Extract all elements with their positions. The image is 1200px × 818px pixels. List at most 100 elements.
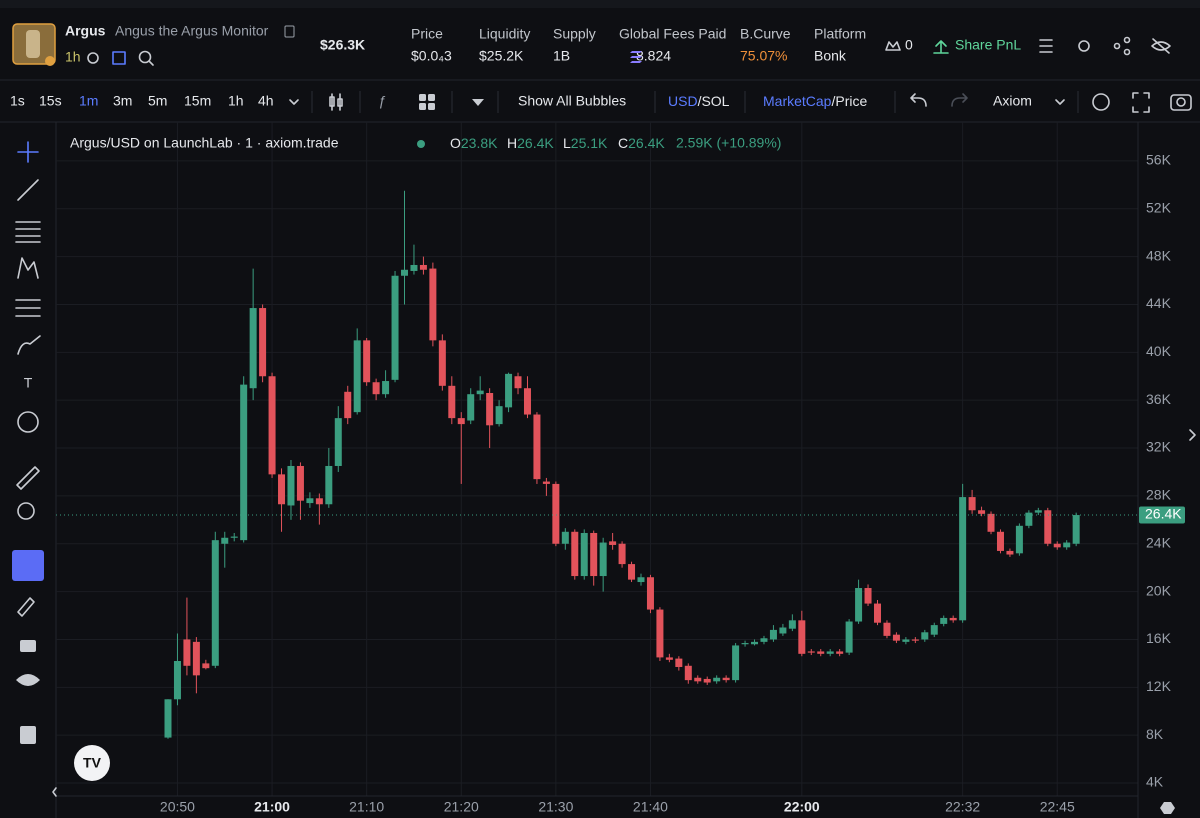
copy-icon[interactable] [284,25,295,38]
scroll-left[interactable] [52,787,57,797]
projection-tool[interactable] [15,299,41,317]
delete-tool[interactable] [20,726,36,744]
zoom-tool[interactable] [17,502,35,520]
candle-body [268,376,276,475]
y-tick-label: 44K [1146,295,1172,311]
brush-tool[interactable] [17,335,41,355]
y-tick-label: 4K [1146,774,1164,790]
candle-body [211,540,219,666]
source[interactable]: Axiom [993,93,1032,109]
chart: 4K 8K 12K 16K 20K 24K 28K 32K 36K 40K 44K 48K 52K 56K… [56,122,1185,815]
candle-body [713,677,721,682]
pattern-tool[interactable] [17,257,39,279]
ruler-tool[interactable] [16,466,40,490]
candle-body [656,609,664,658]
ohlc-value: 23.8K [461,135,498,151]
currency-toggle[interactable]: USD/SOL [668,93,730,109]
candle-body [372,382,380,395]
currency-usd[interactable]: USD [668,93,698,109]
candle-body [684,665,692,681]
candle-body [864,588,872,604]
y-tick-label: 12K [1146,678,1172,694]
text-tool[interactable]: T [24,375,33,391]
list-icon[interactable] [1039,39,1053,53]
x-tick-label: 21:30 [538,799,573,815]
watchers: 0 [905,37,913,53]
token-symbol: Argus [65,23,106,39]
tradingview-logo[interactable] [74,745,110,781]
chart-settings-icon[interactable] [1092,93,1110,111]
y-tick-label: 32K [1146,439,1172,455]
show-bubbles[interactable]: Show All Bubbles [518,93,626,109]
dropdown-icon[interactable] [472,99,484,106]
stat-value: Bonk [814,48,847,64]
crown-icon[interactable] [885,41,901,51]
unlock-tool[interactable] [20,640,36,652]
ohlc-key: H [507,135,517,151]
fib-tool[interactable] [15,221,41,243]
interval[interactable]: 1s [10,93,25,109]
stat-value: 1B [553,48,570,64]
interval-chevron[interactable] [289,99,299,105]
trendline-tool[interactable] [17,179,39,201]
candle-body [996,531,1004,551]
lock-drawing-tool[interactable] [17,597,35,617]
y-tick-label: 56K [1146,152,1172,168]
last-price-box [1139,506,1185,524]
candle-body [382,381,390,395]
interval[interactable]: 5m [148,93,167,109]
settings-hex[interactable] [1160,802,1175,814]
candle-body [845,621,853,653]
interval[interactable]: 15m [184,93,211,109]
candle-body [665,657,673,660]
stats: Price $0.0₄3 Liquidity $25.2K Supply 1B Global… [411,26,866,64]
interval[interactable]: 15s [39,93,62,109]
expand-right[interactable] [1189,429,1196,441]
candle-body [590,532,598,577]
layout-icon[interactable] [419,94,426,101]
source-chevron[interactable] [1055,99,1065,105]
emoji-tool[interactable] [17,411,39,433]
share-pnl[interactable]: Share PnL [955,37,1021,53]
ohlc-value: 25.1K [571,135,608,151]
undo-icon[interactable] [910,93,927,107]
metric-price[interactable]: /Price [831,93,867,109]
hide-icon[interactable] [1151,38,1171,54]
candle-body [561,531,569,544]
candle-body [1044,510,1052,544]
magnet-tool[interactable] [12,550,44,581]
social-icon[interactable] [87,52,99,64]
metric-marketcap[interactable]: MarketCap [763,93,832,109]
share-node-icon[interactable] [1113,42,1121,50]
screenshot-icon[interactable] [1170,94,1192,111]
candle-body [448,385,456,419]
search-icon[interactable] [138,50,152,64]
bubbles-icon[interactable] [112,51,126,65]
crosshair-tool[interactable] [17,141,39,163]
visibility-tool[interactable] [16,674,40,686]
metric-toggle[interactable]: MarketCap/Price [763,93,867,109]
interval[interactable]: 4h [258,93,274,109]
candle-body [817,651,825,654]
redo-icon[interactable] [951,93,968,107]
ohlc-value: 26.4K [628,135,665,151]
share-icon[interactable] [933,40,949,54]
candle-body [618,543,626,565]
candle-body [192,641,200,676]
interval[interactable]: 1m [79,93,98,109]
settings-icon[interactable] [1078,40,1090,52]
indicators-icon[interactable]: ƒ [378,93,386,109]
candle-body [940,617,948,624]
avatar-badge [45,56,55,66]
fullscreen-icon[interactable] [1132,92,1150,113]
interval[interactable]: 1h [228,93,244,109]
currency-sol[interactable]: /SOL [698,93,730,109]
candle-body [902,639,910,642]
y-tick-label: 8K [1146,726,1164,742]
candle-body [911,639,919,641]
candle-body [1053,543,1061,548]
interval[interactable]: 3m [113,93,132,109]
candle-body [325,465,333,505]
